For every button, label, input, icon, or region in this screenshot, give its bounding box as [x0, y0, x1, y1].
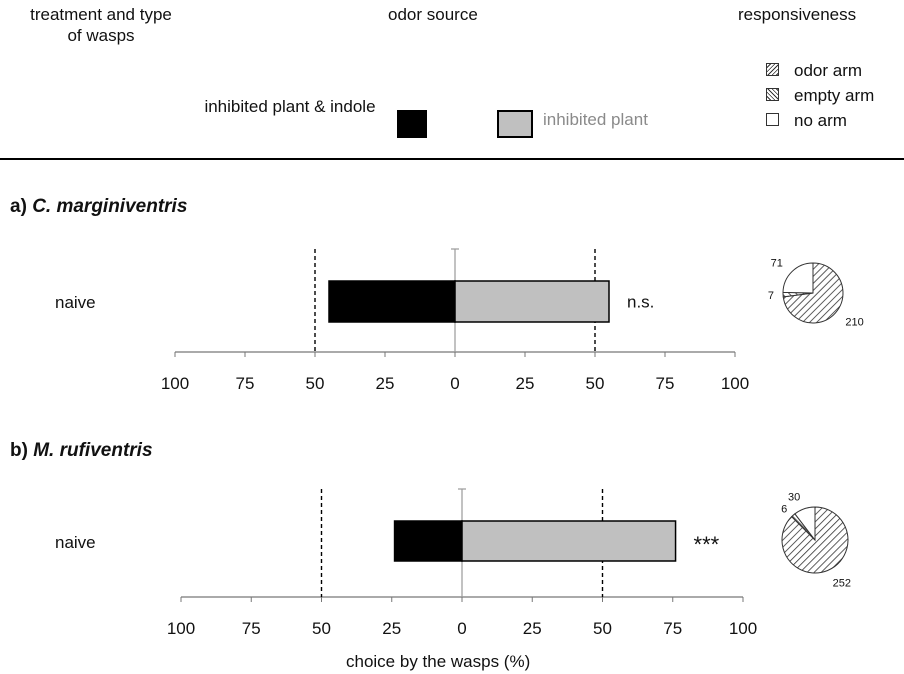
- legend-label-inhibited-plant: inhibited plant: [543, 110, 648, 129]
- panel-b-bar-inhibited-plant: [461, 520, 677, 562]
- legend-swatch-odor-arm: [766, 63, 779, 76]
- panel-b-x-tick-label: 50: [593, 619, 612, 638]
- panel-a-letter: a): [10, 196, 27, 217]
- panel-a-category-label: naive: [55, 293, 96, 312]
- panel-a-bar-inhibited-plant: [454, 280, 610, 323]
- legend-swatch-empty-arm: [766, 88, 779, 101]
- panel-a-x-tick-label: 25: [376, 374, 395, 393]
- legend-label-empty-arm: empty arm: [794, 86, 875, 105]
- x-axis-label: choice by the wasps (%): [346, 652, 531, 671]
- column-header-treatment-line1: treatment and type: [30, 5, 172, 24]
- header-divider: [0, 158, 904, 160]
- panel-b-bar-indole: [393, 520, 463, 562]
- panel-a-x-tick-label: 50: [586, 374, 605, 393]
- panel-b-x-tick-label: 25: [382, 619, 401, 638]
- panel-a-x-tick-label: 75: [236, 374, 255, 393]
- column-header-treatment: treatment and type of wasps: [6, 4, 196, 46]
- legend-swatch-black: [397, 110, 427, 138]
- panel-b-pie-label: 6: [781, 503, 787, 515]
- legend-label-odor-arm: odor arm: [794, 61, 863, 80]
- panel-a-title: a) C. marginiventris: [10, 196, 187, 218]
- panel-b-x-tick-label: 50: [312, 619, 331, 638]
- panel-b-pie-label: 252: [833, 577, 851, 589]
- panel-b-x-tick-label: 0: [457, 619, 466, 638]
- panel-a-x-tick-label: 50: [306, 374, 325, 393]
- panel-b-significance: ***: [694, 532, 720, 557]
- panel-b-x-tick-label: 25: [523, 619, 542, 638]
- panel-b-category-label: naive: [55, 533, 96, 552]
- legend-swatch-gray: [497, 110, 533, 138]
- column-header-treatment-line2: of wasps: [67, 26, 135, 45]
- panel-b-x-tick-label: 100: [167, 619, 195, 638]
- panel-a-x-tick-label: 75: [656, 374, 675, 393]
- legend-swatch-no-arm: [766, 113, 779, 126]
- panel-a-species: C. marginiventris: [32, 196, 188, 217]
- panel-a-significance: n.s.: [627, 293, 654, 312]
- panel-b-pie-slice: [794, 506, 816, 542]
- panel-b-species: M. rufiventris: [33, 440, 153, 461]
- column-header-responsiveness: responsiveness: [738, 5, 857, 24]
- panel-a-pie-label: 71: [771, 257, 783, 269]
- panel-b-title: b) M. rufiventris: [10, 440, 153, 462]
- panel-a-bar-indole: [328, 280, 456, 323]
- panel-b-letter: b): [10, 440, 28, 461]
- panel-a-x-tick-label: 0: [450, 374, 459, 393]
- panel-a-pie-slice: [782, 262, 814, 294]
- legend-label-indole: inhibited plant & indole: [204, 97, 376, 116]
- panel-b-x-tick-label: 75: [242, 619, 261, 638]
- panel-a-pie-label: 210: [845, 316, 863, 328]
- panel-a-pie-label: 7: [768, 290, 774, 302]
- legend-label-no-arm: no arm: [794, 111, 847, 130]
- panel-a-x-tick-label: 100: [721, 374, 749, 393]
- panel-a-x-tick-label: 100: [161, 374, 189, 393]
- panel-a-x-tick-label: 25: [516, 374, 535, 393]
- panel-b-x-tick-label: 75: [663, 619, 682, 638]
- column-header-odor-source: odor source: [388, 5, 478, 24]
- panel-b-pie-label: 30: [788, 491, 800, 503]
- panel-b-x-tick-label: 100: [729, 619, 757, 638]
